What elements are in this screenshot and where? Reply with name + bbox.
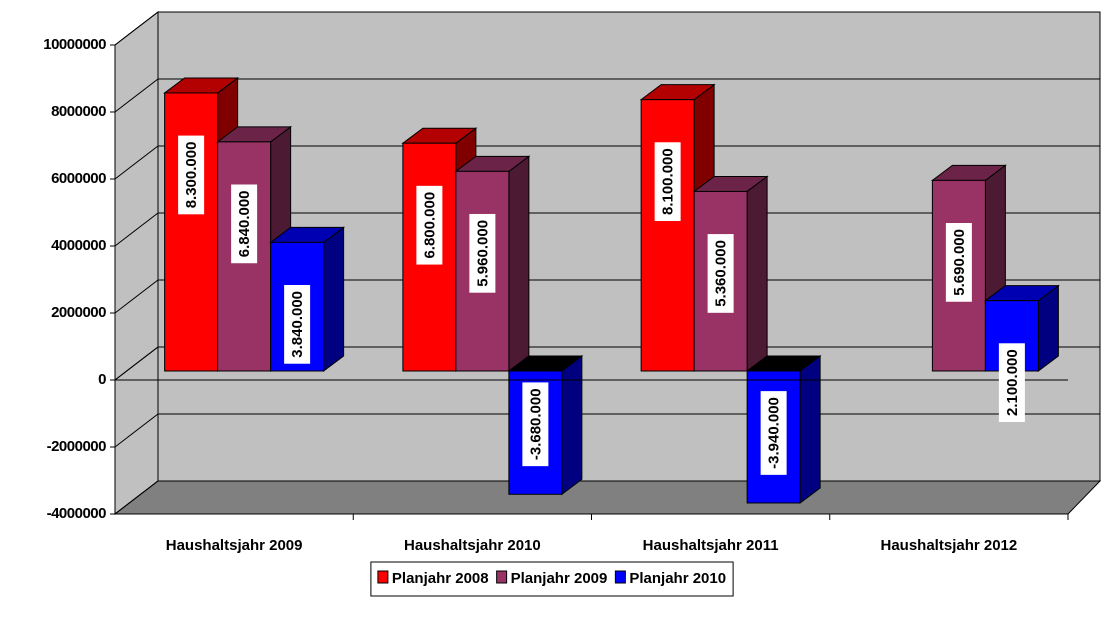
floor [113, 480, 1102, 515]
data-label: 3.840.000 [284, 284, 311, 364]
data-label: 6.840.000 [231, 184, 258, 264]
grid-line [114, 11, 1100, 46]
x-tick-label: Haushaltsjahr 2011 [643, 537, 779, 554]
data-label-box [707, 234, 734, 313]
y-tick-label: 2000000 [51, 304, 106, 321]
legend-box [370, 561, 734, 597]
left-wall [114, 10, 159, 516]
data-label: 6.800.000 [416, 185, 443, 265]
data-label-box [654, 142, 681, 222]
data-label: 5.960.000 [469, 213, 496, 293]
y-tick-label: -4000000 [47, 505, 107, 522]
y-tick-label: 0 [98, 371, 106, 388]
grid-line [114, 279, 1100, 314]
x-tick-label: Haushaltsjahr 2012 [881, 537, 1018, 554]
zero-line-back [114, 346, 159, 381]
legend-label: Planjahr 2008 [392, 570, 489, 587]
data-label-box [284, 284, 311, 364]
data-label-text: 8.300.000 [183, 142, 200, 209]
bar-side [323, 226, 345, 372]
y-tick-label: 4000000 [51, 237, 106, 254]
data-label-text: -3.940.000 [766, 397, 783, 469]
x-tick-label: Haushaltsjahr 2009 [166, 537, 303, 554]
bar-front [164, 92, 219, 372]
data-label-text: 5.690.000 [951, 229, 968, 296]
bar [507, 355, 584, 496]
data-label: 8.100.000 [654, 142, 681, 222]
grid-line [114, 145, 1100, 180]
legend-swatch [614, 570, 626, 584]
grid-line [114, 78, 1100, 113]
data-label-text: 8.100.000 [660, 148, 677, 215]
data-label-text: 2.100.000 [1004, 349, 1021, 416]
data-label-box [522, 382, 549, 467]
x-tick-label: Haushaltsjahr 2010 [404, 537, 541, 554]
bar [983, 284, 1060, 372]
data-label: -3.940.000 [760, 391, 787, 475]
data-label-box [178, 135, 205, 215]
data-label-box [469, 213, 496, 293]
y-tick-label: 6000000 [51, 170, 106, 187]
data-label-box [945, 223, 972, 302]
data-label-box [760, 391, 787, 475]
y-tick-label: -2000000 [47, 438, 107, 455]
data-label-box [231, 184, 258, 264]
data-label: -3.680.000 [522, 382, 549, 467]
data-label-box [416, 185, 443, 265]
data-label-text: 3.840.000 [289, 291, 306, 358]
legend-label: Planjahr 2009 [511, 570, 608, 587]
data-label-text: 6.840.000 [236, 190, 253, 257]
legend-swatch [496, 570, 508, 584]
data-label: 2.100.000 [998, 343, 1025, 423]
grid-line [114, 212, 1100, 247]
legend-label: Planjahr 2010 [629, 570, 726, 587]
data-label: 5.360.000 [707, 234, 734, 313]
data-label-text: -3.680.000 [527, 388, 544, 460]
data-label: 5.690.000 [945, 223, 972, 302]
legend-swatch [377, 570, 389, 584]
y-tick-label: 8000000 [51, 103, 106, 120]
data-label-text: 5.960.000 [474, 220, 491, 287]
data-label-text: 6.800.000 [421, 192, 438, 259]
bar-side [561, 355, 583, 496]
data-label-box [998, 343, 1025, 423]
bar-front [640, 99, 695, 372]
bar-side [746, 175, 768, 372]
bar-side [799, 355, 821, 504]
bar-side [508, 155, 530, 372]
data-label: 8.300.000 [178, 135, 205, 215]
y-tick-label: 10000000 [43, 36, 106, 53]
legend: Planjahr 2008 Planjahr 2009 Planjahr 2010 [370, 561, 734, 597]
data-label-text: 5.360.000 [713, 240, 730, 307]
